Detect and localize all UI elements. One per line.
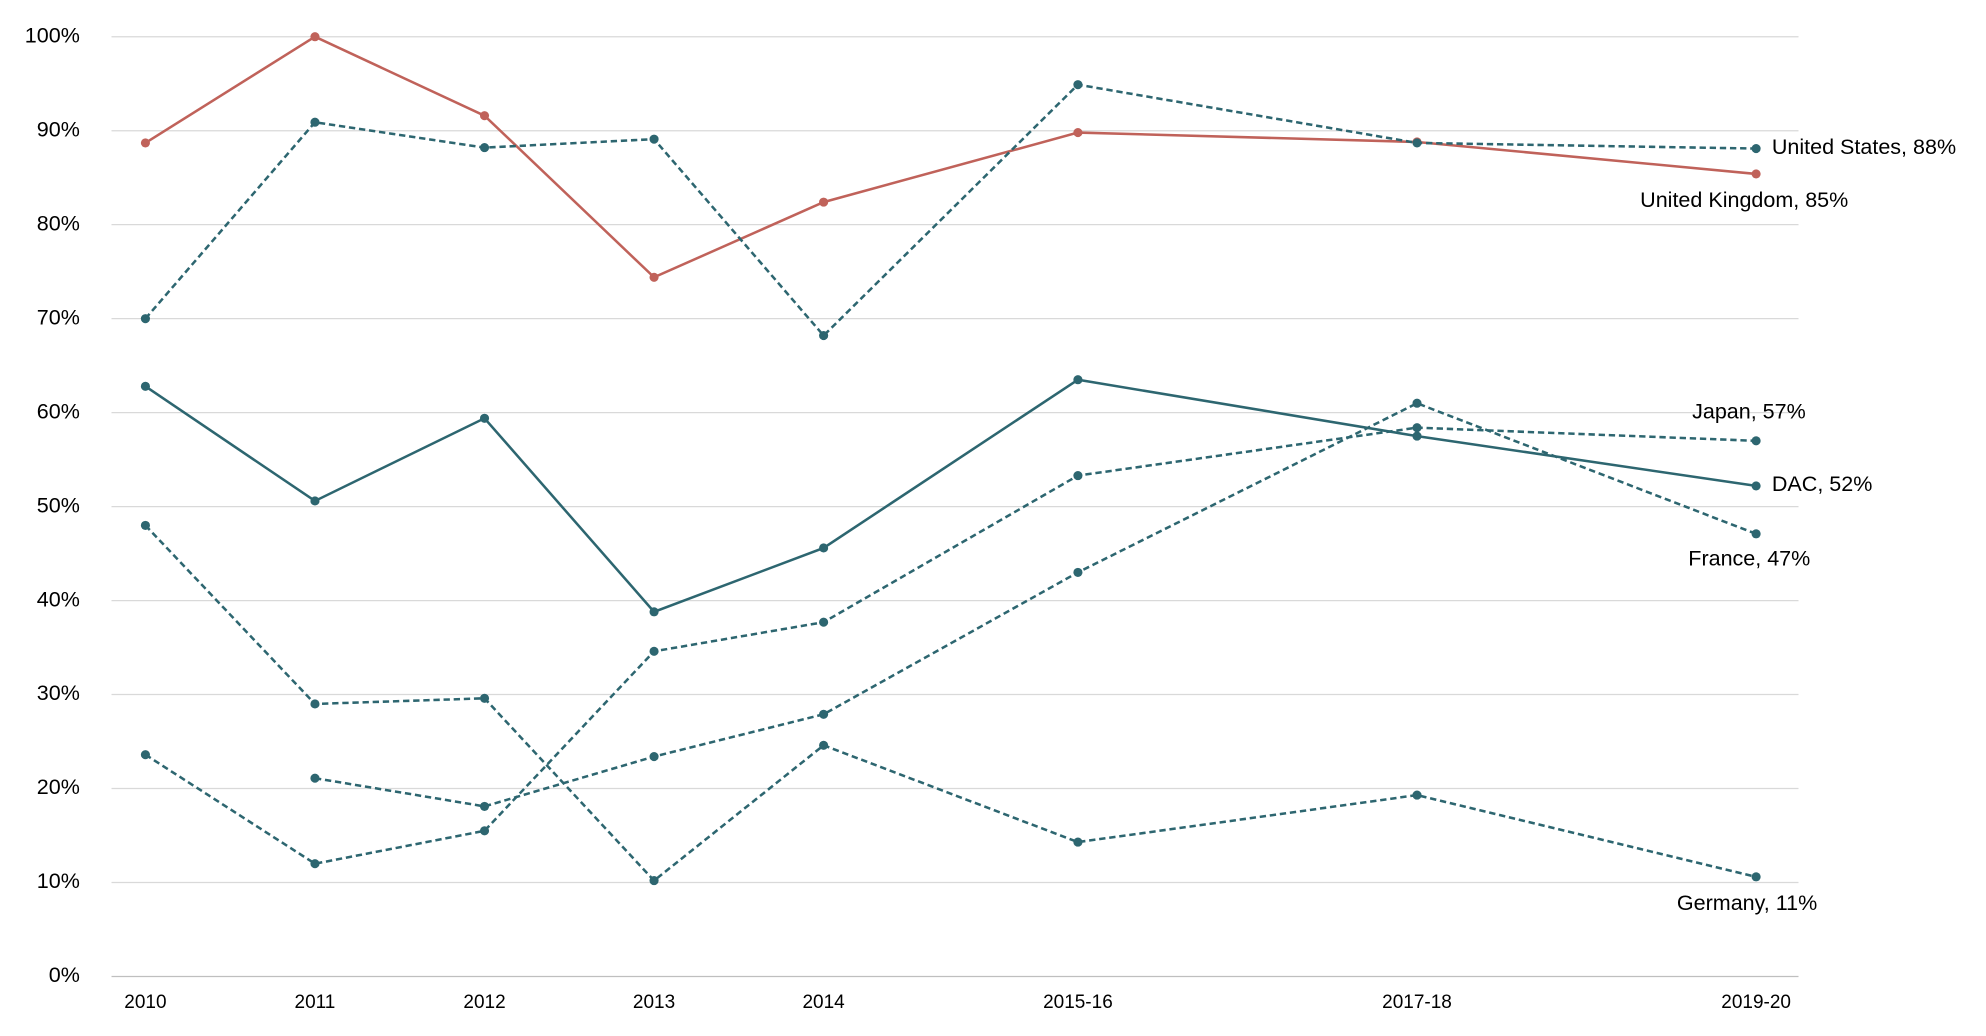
series-label: United Kingdom, 85%: [1640, 188, 1848, 212]
data-point: [1751, 481, 1761, 491]
data-point: [649, 272, 659, 282]
data-point: [1073, 837, 1083, 847]
series-line: [144, 524, 1757, 883]
data-point: [310, 496, 320, 506]
series-line: [144, 35, 1757, 279]
data-point: [140, 381, 150, 391]
y-tick-label: 20%: [37, 775, 80, 799]
y-tick-label: 90%: [37, 117, 80, 141]
series-line: [144, 426, 1757, 866]
y-tick-label: 30%: [37, 681, 80, 705]
x-tick-label: 2010: [124, 992, 166, 1013]
series-label: Germany, 11%: [1677, 891, 1817, 915]
series-line: [314, 401, 1757, 808]
data-point: [1751, 872, 1761, 882]
data-point: [819, 617, 829, 627]
data-point: [479, 826, 490, 836]
data-point: [649, 134, 659, 144]
data-point: [1073, 375, 1083, 385]
data-point: [1073, 471, 1083, 481]
data-point: [479, 693, 490, 703]
data-point: [819, 740, 829, 750]
series-label: Japan, 57%: [1692, 400, 1806, 424]
data-point: [819, 331, 829, 341]
data-point: [1073, 567, 1083, 577]
data-point: [140, 750, 150, 760]
data-point: [819, 197, 829, 207]
x-tick-label: 2012: [463, 992, 505, 1013]
series-label: United States, 88%: [1772, 135, 1956, 159]
x-tick-label: 2019-20: [1721, 992, 1791, 1013]
data-point: [479, 111, 490, 121]
x-tick-label: 2013: [633, 992, 675, 1013]
data-point: [479, 801, 490, 811]
y-tick-label: 10%: [37, 869, 80, 893]
data-point: [1412, 790, 1422, 800]
data-point: [1751, 436, 1761, 446]
data-point: [1412, 431, 1422, 441]
data-point: [649, 876, 659, 886]
data-point: [310, 32, 320, 42]
data-point: [140, 138, 150, 148]
data-point: [479, 143, 490, 153]
data-point: [310, 773, 320, 783]
data-point: [1412, 423, 1422, 433]
x-tick-label: 2015-16: [1043, 992, 1113, 1013]
x-tick-label: 2014: [802, 992, 844, 1013]
x-tick-label: 2017-18: [1382, 992, 1452, 1013]
data-point: [310, 859, 320, 869]
data-point: [1751, 529, 1761, 539]
y-tick-label: 0%: [49, 963, 80, 987]
data-point: [1412, 398, 1422, 408]
data-point: [310, 699, 320, 709]
y-tick-label: 100%: [25, 23, 80, 47]
y-tick-label: 70%: [37, 305, 80, 329]
data-point: [310, 117, 320, 127]
x-tick-label: 2011: [295, 992, 336, 1013]
data-point: [649, 646, 659, 656]
data-point: [1751, 143, 1761, 154]
data-point: [140, 314, 150, 324]
data-point: [140, 520, 150, 530]
data-point: [649, 607, 659, 617]
series-line: [144, 378, 1757, 614]
data-point: [479, 413, 490, 423]
y-tick-label: 80%: [37, 211, 80, 235]
series-line: [144, 83, 1757, 338]
data-point: [1412, 138, 1422, 148]
y-tick-label: 60%: [37, 399, 80, 423]
data-point: [819, 709, 829, 719]
y-tick-label: 50%: [37, 493, 80, 517]
data-point: [1073, 128, 1083, 138]
data-point: [1073, 80, 1083, 90]
series-label: DAC, 52%: [1772, 472, 1872, 496]
data-point: [819, 543, 829, 553]
data-point: [649, 752, 659, 762]
data-point: [1751, 169, 1761, 179]
y-tick-label: 40%: [37, 587, 80, 611]
series-label: France, 47%: [1688, 546, 1810, 570]
